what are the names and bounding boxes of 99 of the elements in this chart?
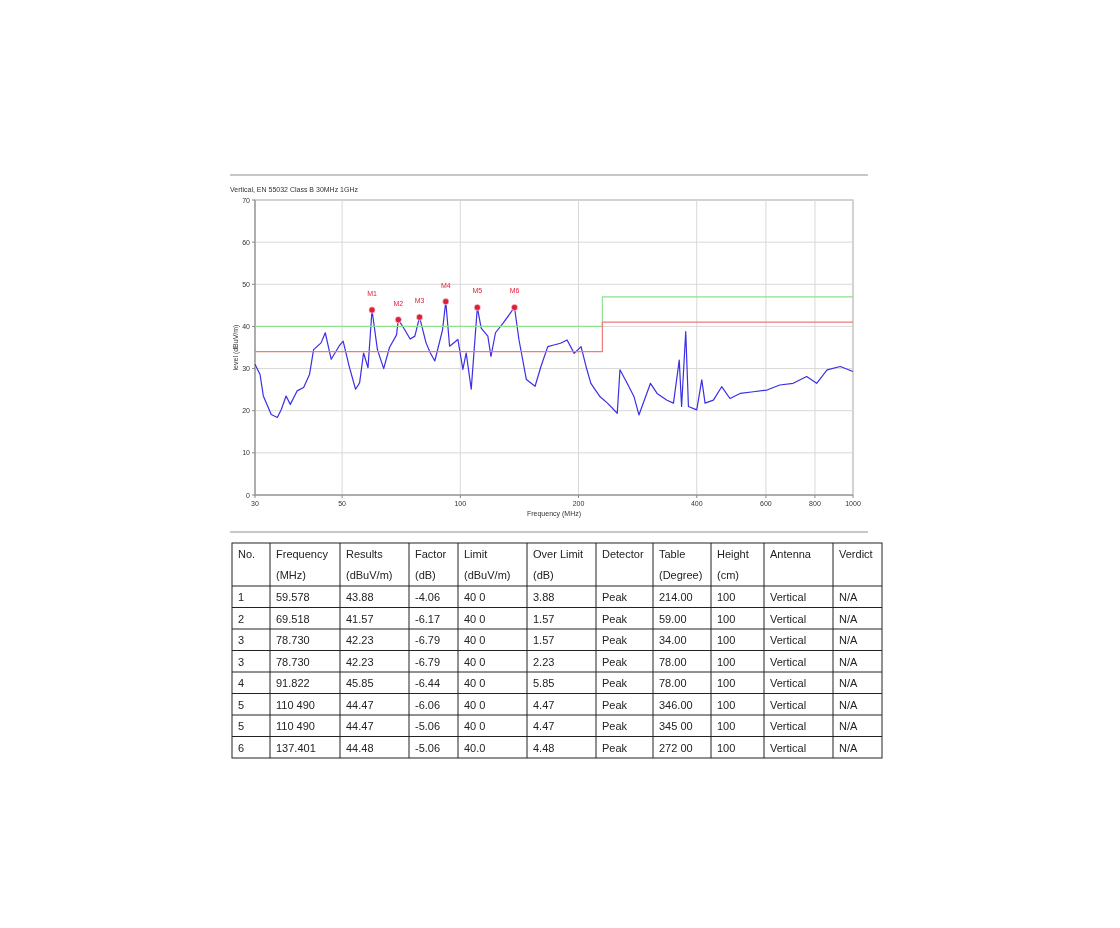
- text: 110 490: [276, 720, 315, 732]
- category-label: Height (cm): [717, 548, 749, 581]
- text: 3: [238, 655, 245, 668]
- text: Peak: [602, 591, 628, 603]
- text: -5.06: [415, 720, 441, 732]
- text: 3.88: [533, 591, 555, 603]
- text: 346.00: [659, 698, 693, 711]
- text: Vertical: [770, 655, 807, 668]
- text: 40 0: [464, 634, 486, 646]
- text: 78.00: [659, 677, 687, 689]
- category-label: Limit (dBuV/m): [464, 548, 511, 581]
- text: 1.57: [533, 612, 555, 625]
- category-label: Over Limit (dB): [533, 548, 584, 581]
- text: 5.85: [533, 677, 555, 689]
- text: 137.401: [276, 741, 316, 754]
- text: 5: [238, 698, 245, 711]
- text: 91.822: [276, 677, 310, 689]
- text: 78.730: [276, 655, 310, 668]
- text: N/A: [839, 655, 858, 668]
- text: N/A: [839, 677, 858, 689]
- text: -6.79: [415, 634, 441, 646]
- text: 3: [238, 634, 245, 646]
- text: Peak: [602, 741, 628, 754]
- text: 59.00: [659, 612, 687, 625]
- text: 59.578: [276, 591, 310, 603]
- text: -6.17: [415, 612, 441, 625]
- text: 42.23: [346, 634, 374, 646]
- text: -6.44: [415, 677, 441, 689]
- text: Vertical: [770, 698, 807, 711]
- text: 100: [717, 612, 736, 625]
- text: 100: [717, 741, 736, 754]
- text: 40 0: [464, 612, 486, 625]
- text: 34.00: [659, 634, 687, 646]
- text: Vertical: [770, 634, 807, 646]
- text: N/A: [839, 698, 858, 711]
- text: Vertical: [770, 612, 807, 625]
- text: 100: [717, 591, 736, 603]
- text: Vertical: [770, 591, 807, 603]
- text: 5: [238, 720, 245, 732]
- text: 4.47: [533, 698, 555, 711]
- text: 2: [238, 612, 245, 625]
- text: 6: [238, 741, 245, 754]
- category-label: Frequency (MHz): [276, 548, 329, 581]
- category-label: Antenna: [770, 548, 812, 560]
- text: 78.730: [276, 634, 310, 646]
- text: 1: [238, 591, 245, 603]
- text: -6.06: [415, 698, 441, 711]
- text: 44.47: [346, 698, 374, 711]
- text: -5.06: [415, 741, 441, 754]
- text: Peak: [602, 677, 628, 689]
- text: Peak: [602, 634, 628, 646]
- text: 100: [717, 677, 736, 689]
- text: N/A: [839, 612, 858, 625]
- category-label: Table (Degree): [659, 548, 703, 581]
- text: N/A: [839, 720, 858, 732]
- text: 44.47: [346, 720, 374, 732]
- text: 40 0: [464, 677, 486, 689]
- text: 100: [717, 655, 736, 668]
- category-label: Detector: [602, 548, 644, 560]
- text: 40 0: [464, 591, 486, 603]
- text: 110 490: [276, 698, 315, 711]
- text: 40 0: [464, 655, 486, 668]
- category-label: Results (dBuV/m): [346, 548, 393, 581]
- text: 44.48: [346, 741, 374, 754]
- text: 42.23: [346, 655, 374, 668]
- text: 2.23: [533, 655, 555, 668]
- text: 4: [238, 677, 245, 689]
- text: Peak: [602, 720, 628, 732]
- text: 100: [717, 634, 736, 646]
- text: 40.0: [464, 741, 486, 754]
- text: 100: [717, 720, 736, 732]
- text: 272 00: [659, 741, 693, 754]
- text: -4.06: [415, 591, 441, 603]
- text: Vertical: [770, 741, 807, 754]
- text: 40 0: [464, 720, 486, 732]
- text: Peak: [602, 612, 628, 625]
- text: N/A: [839, 591, 858, 603]
- text: 41.57: [346, 612, 374, 625]
- text: 214.00: [659, 591, 693, 603]
- text: 345 00: [659, 720, 693, 732]
- text: -6.79: [415, 655, 441, 668]
- category-label: Factor (dB): [415, 548, 447, 581]
- text: Vertical: [770, 720, 807, 732]
- text: Vertical: [770, 677, 807, 689]
- text: 78.00: [659, 655, 687, 668]
- text: 45.85: [346, 677, 374, 689]
- text: 43.88: [346, 591, 374, 603]
- text: Peak: [602, 698, 628, 711]
- text: Peak: [602, 655, 628, 668]
- text: 4.48: [533, 741, 555, 754]
- text: 1.57: [533, 634, 555, 646]
- text: N/A: [839, 634, 858, 646]
- text: 100: [717, 698, 736, 711]
- text: 4.47: [533, 720, 555, 732]
- text: 69.518: [276, 612, 310, 625]
- category-label: Verdict: [839, 548, 873, 560]
- category-label: No.: [238, 548, 256, 560]
- text: 40 0: [464, 698, 486, 711]
- text: N/A: [839, 741, 858, 754]
